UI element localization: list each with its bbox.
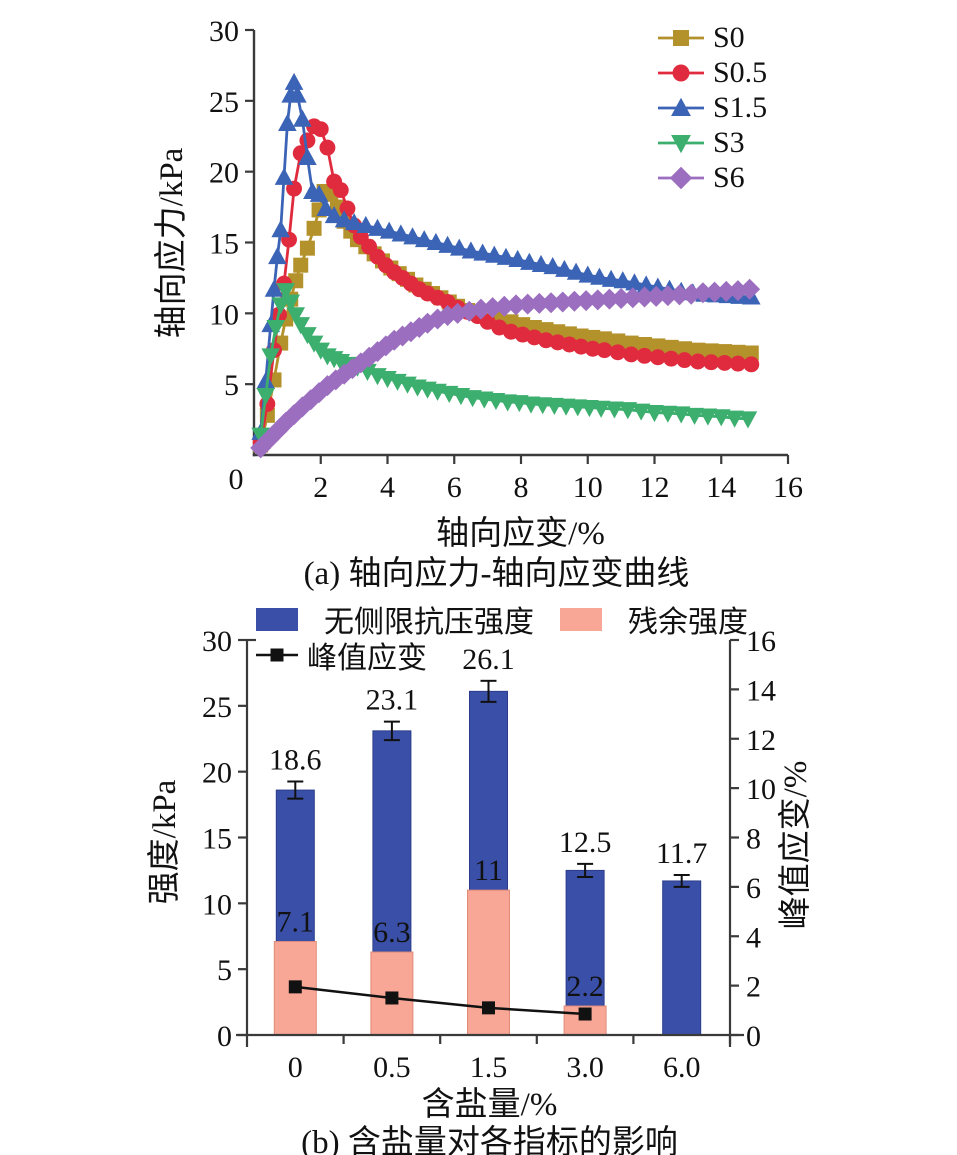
figure-a-legend: S0 S0.5 S1.5 S3 S6 bbox=[658, 20, 767, 195]
triangle-down-icon bbox=[658, 134, 704, 153]
svg-text:8: 8 bbox=[746, 823, 761, 856]
svg-text:30: 30 bbox=[202, 625, 232, 658]
legend-item-S1.5: S1.5 bbox=[658, 90, 767, 125]
svg-text:12: 12 bbox=[746, 724, 776, 757]
svg-text:12: 12 bbox=[640, 471, 670, 504]
svg-text:4: 4 bbox=[746, 921, 761, 954]
svg-text:12.5: 12.5 bbox=[559, 826, 612, 859]
svg-text:4: 4 bbox=[380, 471, 395, 504]
figure-b-x-axis-label: 含盐量/% bbox=[421, 1087, 558, 1123]
svg-text:14: 14 bbox=[706, 471, 736, 504]
circle-icon bbox=[658, 64, 704, 81]
svg-text:16: 16 bbox=[746, 625, 776, 658]
series-S1.5 bbox=[251, 72, 761, 440]
svg-text:0: 0 bbox=[229, 463, 244, 496]
swatch-icon bbox=[256, 607, 298, 631]
svg-text:1.5: 1.5 bbox=[470, 1051, 508, 1084]
svg-text:20: 20 bbox=[202, 757, 232, 790]
svg-text:11.7: 11.7 bbox=[656, 837, 707, 870]
svg-text:15: 15 bbox=[202, 823, 232, 856]
svg-text:11: 11 bbox=[474, 854, 503, 887]
legend-label: S0 bbox=[713, 20, 745, 54]
legend-item-S6: S6 bbox=[658, 160, 767, 195]
svg-text:26.1: 26.1 bbox=[462, 643, 515, 676]
svg-text:18.6: 18.6 bbox=[269, 744, 322, 777]
legend-item-S3: S3 bbox=[658, 125, 767, 160]
figure-b-legend: 无侧限抗压强度 残余强度峰值应变 bbox=[256, 601, 774, 675]
svg-text:6: 6 bbox=[447, 471, 462, 504]
svg-text:14: 14 bbox=[746, 674, 776, 707]
figure-b-right-y-axis-label: 峰值应变/% bbox=[778, 760, 814, 930]
svg-text:2: 2 bbox=[746, 971, 761, 1004]
svg-text:5: 5 bbox=[217, 954, 232, 987]
svg-text:6: 6 bbox=[746, 872, 761, 905]
diamond-icon bbox=[658, 166, 704, 189]
legend-row-line: 峰值应变 bbox=[256, 637, 774, 675]
svg-text:2.2: 2.2 bbox=[566, 970, 604, 1003]
error-bars bbox=[287, 679, 690, 888]
figure-a-axes: 2 4 6 8 10 12 14 16 5 10 15 20 25 30 0 bbox=[209, 15, 803, 504]
square-marker-icon bbox=[256, 648, 298, 662]
peak-strain-line bbox=[288, 980, 592, 1021]
svg-text:23.1: 23.1 bbox=[366, 684, 419, 717]
svg-text:30: 30 bbox=[209, 15, 239, 48]
figure-b-left-y-axis-label: 强度/kPa bbox=[147, 779, 183, 905]
svg-text:8: 8 bbox=[514, 471, 529, 504]
svg-text:25: 25 bbox=[209, 86, 239, 119]
figure-b-axes: 0 5 10 15 20 25 30 0 2 4 6 8 10 12 14 16 0 0.5 1.5 3.0 6.0 bbox=[202, 625, 776, 1084]
legend-item-S0: S0 bbox=[658, 20, 767, 55]
legend-label: 残余强度 bbox=[628, 606, 748, 639]
series-S3 bbox=[251, 283, 758, 445]
figure-a-y-axis-label: 轴向应力/kPa bbox=[154, 147, 190, 339]
svg-text:0: 0 bbox=[746, 1020, 761, 1053]
salt-content-bar-chart: 18.623.126.112.5 11.77.1 6.3112.2051015202… bbox=[202, 625, 776, 1084]
legend-item-S0.5: S0.5 bbox=[658, 55, 767, 90]
svg-text:6.3: 6.3 bbox=[373, 916, 411, 949]
legend-label: 峰值应变 bbox=[307, 642, 427, 675]
svg-text:0: 0 bbox=[288, 1051, 303, 1084]
svg-text:20: 20 bbox=[209, 157, 239, 190]
svg-text:2: 2 bbox=[313, 471, 328, 504]
figure-a-x-axis-label: 轴向应变/% bbox=[436, 516, 605, 552]
square-icon bbox=[658, 29, 704, 46]
legend-row-bars: 无侧限抗压强度 残余强度 bbox=[256, 601, 774, 639]
svg-text:0.5: 0.5 bbox=[373, 1051, 411, 1084]
svg-text:10: 10 bbox=[573, 471, 603, 504]
svg-text:5: 5 bbox=[224, 369, 239, 402]
legend-label: 无侧限抗压强度 bbox=[324, 606, 534, 639]
triangle-up-icon bbox=[658, 97, 704, 116]
svg-text:10: 10 bbox=[209, 298, 239, 331]
legend-label: S6 bbox=[713, 160, 745, 194]
series-S6 bbox=[250, 278, 761, 459]
legend-label: S3 bbox=[713, 125, 745, 159]
svg-text:7.1: 7.1 bbox=[277, 906, 315, 939]
svg-text:3.0: 3.0 bbox=[566, 1051, 604, 1084]
bar-value-labels: 18.6 23.1 26.1 12.5 11.7 7.1 6.3 11 2.2 bbox=[269, 643, 707, 1003]
svg-text:16: 16 bbox=[773, 471, 803, 504]
svg-text:6.0: 6.0 bbox=[663, 1051, 701, 1084]
figure-a-caption: (a) 轴向应力-轴向应变曲线 bbox=[303, 556, 690, 592]
swatch-icon bbox=[560, 607, 602, 631]
svg-text:0: 0 bbox=[217, 1020, 232, 1053]
svg-text:25: 25 bbox=[202, 691, 232, 724]
svg-text:10: 10 bbox=[746, 773, 776, 806]
svg-text:10: 10 bbox=[202, 888, 232, 921]
stress-strain-chart: 2 4 6 8 10 12 14 16 5 10 15 20 25 30 0 bbox=[209, 15, 803, 504]
legend-label: S1.5 bbox=[713, 90, 768, 124]
svg-text:15: 15 bbox=[209, 228, 239, 261]
figure-b-caption: (b) 含盐量对各指标的影响 bbox=[301, 1125, 678, 1155]
legend-label: S0.5 bbox=[713, 55, 768, 89]
